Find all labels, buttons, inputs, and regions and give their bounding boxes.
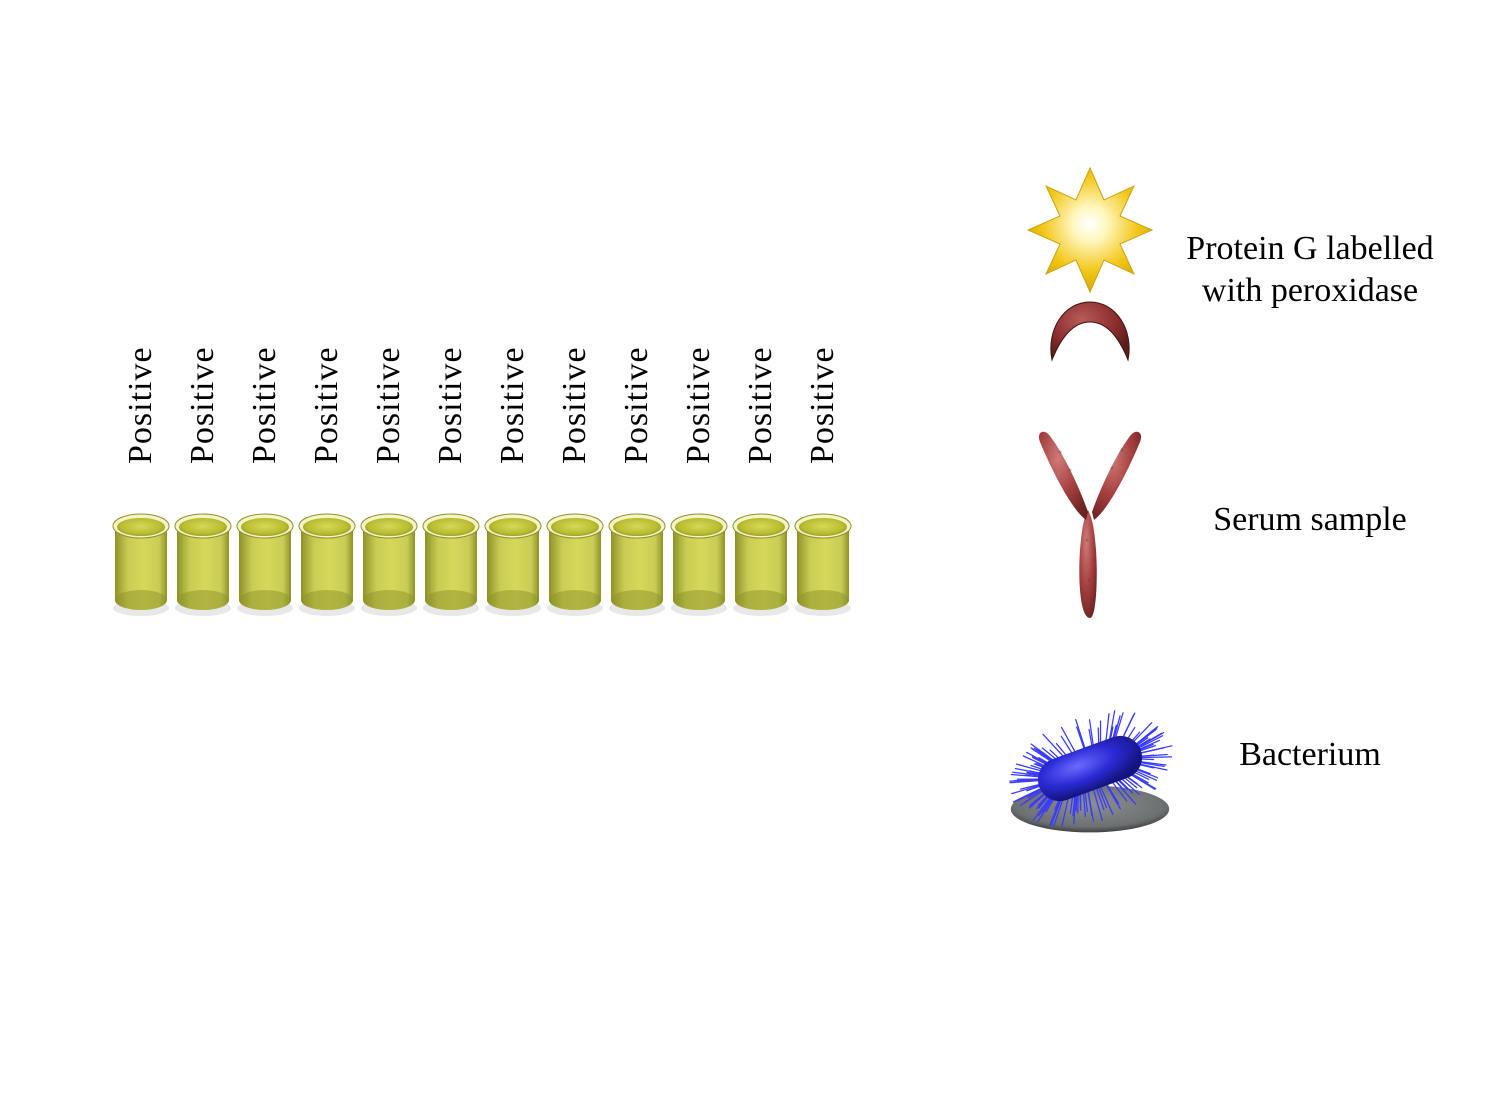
- legend-label-protein-g: Protein G labelled with peroxidase: [1180, 228, 1440, 313]
- legend-label-serum: Serum sample: [1180, 499, 1440, 542]
- well-label: Positive: [556, 310, 594, 500]
- well-label: Positive: [370, 310, 408, 500]
- well-label: Positive: [184, 310, 222, 500]
- well-label: Positive: [432, 310, 470, 500]
- well-label: Positive: [122, 310, 160, 500]
- legend-row-serum: Serum sample: [1000, 420, 1460, 620]
- legend-row-protein-g: Protein G labelled with peroxidase: [1000, 160, 1460, 380]
- well-icon: [606, 508, 668, 618]
- well-icon: [296, 508, 358, 618]
- legend-row-bacterium: Bacterium: [1000, 660, 1460, 850]
- well-label: Positive: [804, 310, 842, 500]
- well-label: Positive: [494, 310, 532, 500]
- well-icon: [172, 508, 234, 618]
- wells-strip: Positive Positive Positive Positive Positive…: [110, 310, 910, 618]
- well-label: Positive: [308, 310, 346, 500]
- wells-row: Positive Positive Positive Positive Positive…: [110, 310, 910, 618]
- well-icon: [358, 508, 420, 618]
- well-icon: [668, 508, 730, 618]
- protein-g-icon: [1000, 160, 1180, 380]
- well-icon: [544, 508, 606, 618]
- well-label: Positive: [742, 310, 780, 500]
- well-unit: Positive: [234, 310, 296, 618]
- well-icon: [234, 508, 296, 618]
- well-icon: [110, 508, 172, 618]
- well-icon: [482, 508, 544, 618]
- serum-sample-icon: [1000, 420, 1180, 620]
- well-unit: Positive: [606, 310, 668, 618]
- well-label: Positive: [618, 310, 656, 500]
- well-icon: [730, 508, 792, 618]
- well-unit: Positive: [544, 310, 606, 618]
- well-unit: Positive: [110, 310, 172, 618]
- well-label: Positive: [246, 310, 284, 500]
- well-unit: Positive: [482, 310, 544, 618]
- well-unit: Positive: [668, 310, 730, 618]
- legend: Protein G labelled with peroxidase: [1000, 160, 1460, 890]
- bacterium-icon: [1000, 660, 1180, 850]
- well-unit: Positive: [172, 310, 234, 618]
- well-unit: Positive: [730, 310, 792, 618]
- well-unit: Positive: [358, 310, 420, 618]
- well-unit: Positive: [296, 310, 358, 618]
- well-unit: Positive: [420, 310, 482, 618]
- well-unit: Positive: [792, 310, 854, 618]
- well-icon: [792, 508, 854, 618]
- legend-label-bacterium: Bacterium: [1180, 734, 1440, 777]
- well-label: Positive: [680, 310, 718, 500]
- well-icon: [420, 508, 482, 618]
